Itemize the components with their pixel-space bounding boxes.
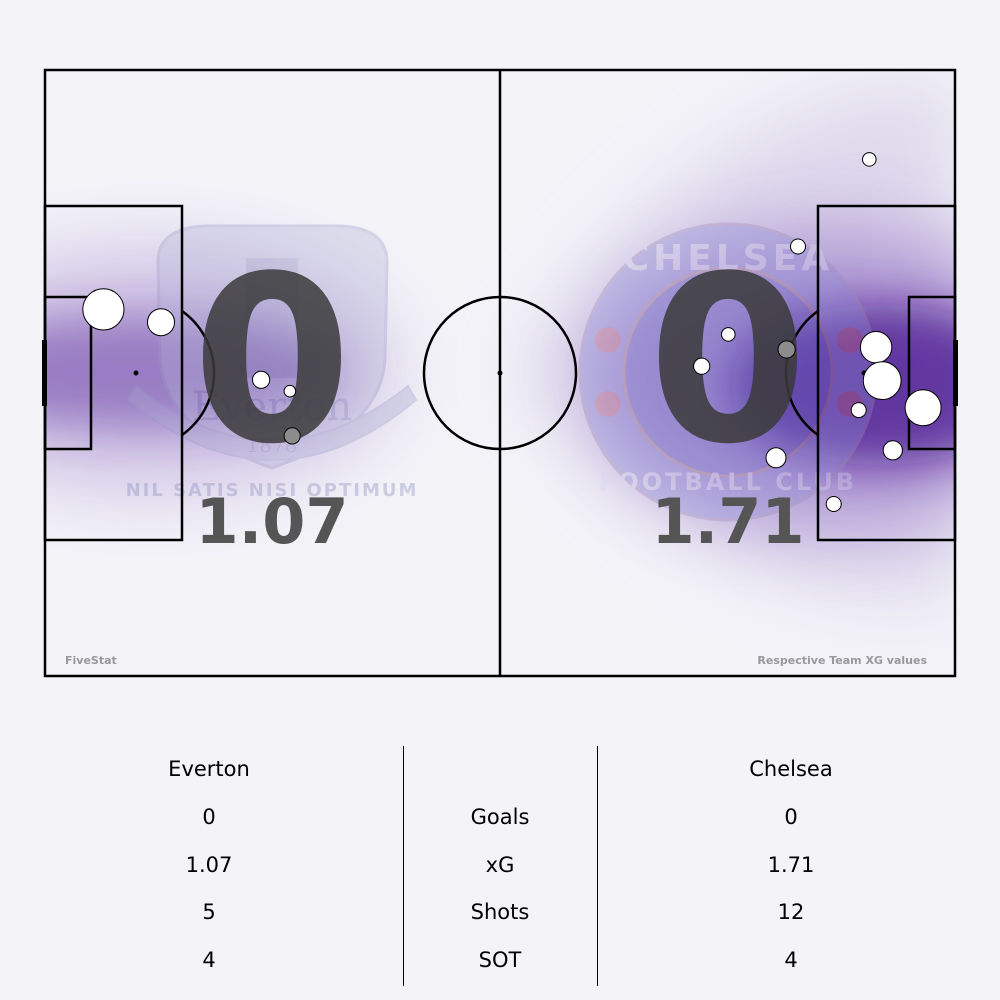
centre-spot	[497, 370, 503, 376]
home-heatmap	[45, 250, 390, 490]
away-shot-marker-8	[904, 389, 942, 427]
source-credit: FiveStat	[65, 654, 117, 667]
home-shot-marker-4	[283, 384, 297, 398]
away-shot-marker-3	[721, 327, 736, 342]
home-penalty-arc	[181, 309, 216, 437]
home-penalty-spot	[133, 370, 139, 376]
home-xg-big: 1.07	[196, 485, 349, 558]
chelsea-ball-icon	[595, 327, 621, 353]
away-shot-marker-1	[862, 152, 877, 167]
away-goal	[953, 340, 958, 406]
home-shot-marker-3	[252, 370, 271, 389]
heatmap-layer	[45, 80, 955, 600]
chelsea-badge-bottom-text: FOOTBALL CLUB	[599, 468, 857, 496]
away-shot-marker-9	[850, 402, 867, 419]
chelsea-rose-icon	[595, 391, 621, 417]
home-goals-big: 0	[192, 228, 352, 495]
chelsea-ball-icon	[837, 327, 863, 353]
away-shot-marker-6	[693, 357, 711, 375]
away-shot-marker-12	[825, 496, 842, 512]
chelsea-badge: CHELSEA FOOTBALL CLUB	[578, 222, 878, 522]
away-shot-marker-7	[862, 361, 902, 401]
away-shot-marker-4	[777, 340, 796, 359]
away-heatmap	[520, 80, 955, 600]
home-shot-marker-1	[82, 288, 125, 331]
away-shot-marker-10	[882, 440, 903, 461]
away-xg-big: 1.71	[652, 485, 805, 558]
everton-badge-name: Everton	[192, 384, 353, 430]
home-shot-marker-2	[147, 308, 175, 337]
home-shot-marker-5	[283, 427, 301, 445]
away-penalty-arc	[784, 309, 819, 437]
shots-layer	[82, 152, 942, 512]
home-goal	[42, 340, 47, 406]
everton-badge-motto: NIL SATIS NISI OPTIMUM	[126, 480, 419, 501]
tower-icon	[246, 258, 298, 378]
away-shot-marker-2	[790, 238, 806, 255]
everton-badge: Everton 1878 NIL SATIS NISI OPTIMUM	[126, 224, 419, 501]
centre-circle	[422, 295, 578, 451]
away-shot-marker-5	[859, 331, 893, 364]
away-shot-marker-11	[765, 447, 787, 469]
xg-caption: Respective Team XG values	[757, 654, 927, 667]
